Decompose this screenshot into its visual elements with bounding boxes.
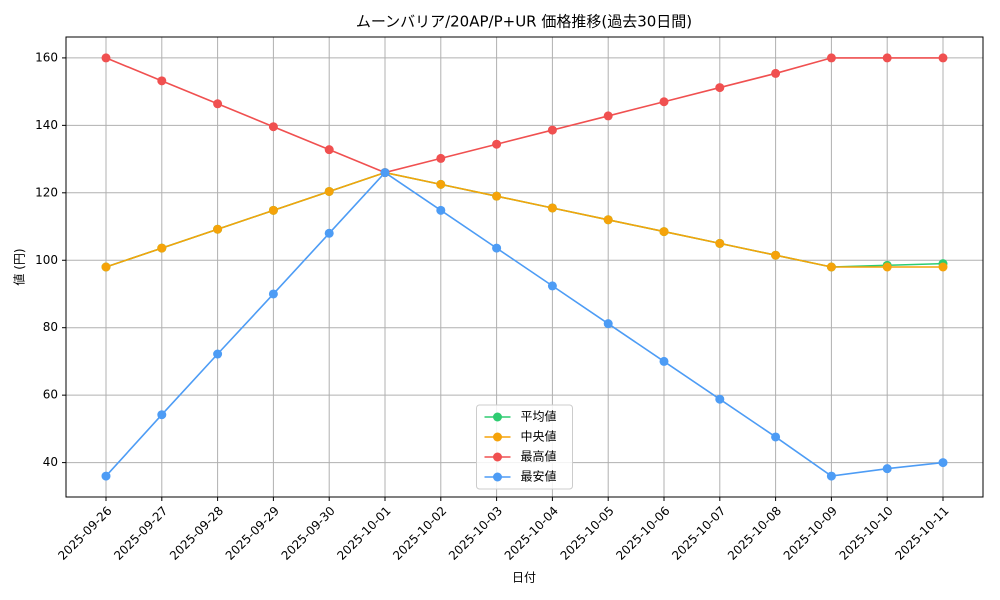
- y-tick-label: 160: [35, 50, 58, 64]
- marker: [101, 53, 111, 63]
- marker: [771, 68, 781, 78]
- marker: [826, 471, 836, 481]
- series-line: [105, 171, 943, 268]
- y-tick-label: 100: [35, 253, 58, 267]
- legend-marker: [493, 432, 502, 442]
- marker: [771, 250, 781, 260]
- marker: [603, 111, 613, 121]
- plot-frame: [65, 36, 984, 498]
- marker: [826, 53, 836, 63]
- marker: [547, 203, 557, 213]
- marker: [324, 145, 334, 155]
- marker: [882, 53, 892, 63]
- marker: [157, 76, 167, 86]
- marker: [938, 262, 948, 272]
- marker: [157, 243, 167, 253]
- chart-title: ムーンバリア/20AP/P+UR 価格推移(過去30日間): [356, 13, 692, 31]
- marker: [101, 262, 111, 272]
- marker: [492, 243, 502, 253]
- marker: [882, 464, 892, 474]
- marker: [213, 224, 223, 234]
- marker: [436, 153, 446, 163]
- marker: [938, 53, 948, 63]
- legend-label: 平均値: [521, 409, 557, 424]
- series-line: [105, 171, 944, 477]
- marker: [213, 349, 223, 359]
- legend-marker: [493, 412, 502, 422]
- marker: [101, 471, 111, 481]
- marker: [882, 262, 892, 272]
- marker: [659, 227, 669, 237]
- marker: [659, 97, 669, 107]
- marker: [380, 168, 390, 178]
- y-tick-label: 120: [35, 185, 58, 199]
- y-tick-label: 140: [35, 118, 58, 132]
- marker: [603, 319, 613, 329]
- y-axis-label: 値 (円): [12, 248, 27, 285]
- legend-box: [476, 404, 573, 490]
- marker: [492, 139, 502, 149]
- marker: [715, 238, 725, 248]
- y-tick-label: 80: [43, 320, 58, 334]
- y-tick-label: 60: [43, 388, 58, 402]
- legend-marker: [493, 472, 502, 482]
- marker: [268, 122, 278, 132]
- marker: [938, 458, 948, 468]
- legend-label: 最安値: [521, 469, 557, 484]
- marker: [268, 205, 278, 215]
- marker: [603, 215, 613, 225]
- marker: [213, 99, 223, 109]
- marker: [771, 432, 781, 442]
- marker: [324, 186, 334, 196]
- legend-marker: [493, 452, 502, 462]
- series-line: [105, 57, 943, 174]
- marker: [715, 394, 725, 404]
- marker: [436, 205, 446, 215]
- marker: [492, 191, 502, 201]
- marker: [715, 83, 725, 93]
- marker: [268, 289, 278, 299]
- marker: [436, 179, 446, 189]
- marker: [659, 356, 669, 366]
- marker: [547, 281, 557, 291]
- marker: [157, 410, 167, 420]
- y-tick-label: 40: [43, 455, 58, 469]
- marker: [547, 125, 557, 135]
- marker: [826, 262, 836, 272]
- legend-label: 最高値: [521, 449, 557, 464]
- x-axis-label: 日付: [512, 571, 536, 585]
- marker: [324, 228, 334, 238]
- legend-label: 中央値: [521, 429, 557, 444]
